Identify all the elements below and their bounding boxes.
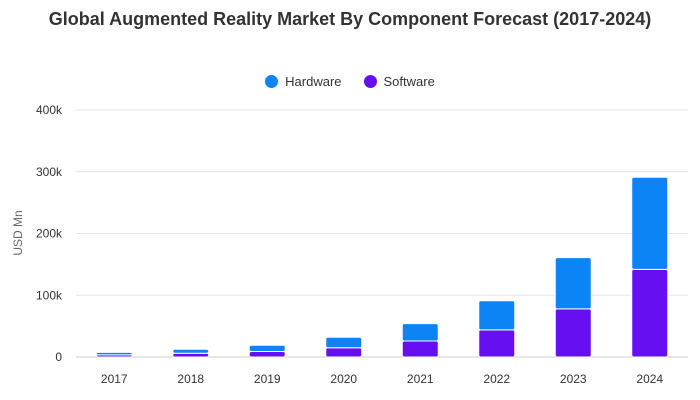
bar-software-2020[interactable] [325,347,363,358]
x-tick-label: 2020 [330,372,357,386]
bar-hardware-2017[interactable] [95,351,133,356]
bar-hardware-2018[interactable] [172,348,210,354]
gridlines [76,109,688,358]
bar-hardware-2021[interactable] [401,323,439,342]
x-tick-label: 2017 [101,372,128,386]
bar-software-2019[interactable] [248,350,286,358]
x-tick-label: 2023 [560,372,587,386]
bar-hardware-2019[interactable] [248,344,286,352]
bar-software-2023[interactable] [554,308,592,358]
x-axis: 2017 2018 2019 2020 2021 2022 2023 2024 [101,372,664,386]
x-tick-label: 2022 [483,372,510,386]
y-tick-label: 0 [55,350,62,364]
bar-hardware-2023[interactable] [554,257,592,310]
bars [95,176,669,358]
chart-title: Global Augmented Reality Market By Compo… [48,9,652,29]
bar-hardware-2024[interactable] [631,176,669,270]
x-tick-label: 2018 [177,372,204,386]
y-tick-label: 100k [36,288,63,302]
bar-software-2022[interactable] [478,329,516,358]
legend-swatch-hardware [265,75,279,88]
legend-swatch-software [363,75,377,88]
y-tick-label: 400k [36,103,63,117]
bar-software-2021[interactable] [401,340,439,358]
bar-hardware-2022[interactable] [478,300,516,331]
x-tick-label: 2021 [407,372,434,386]
bar-software-2018[interactable] [172,352,210,358]
legend: Hardware Software [0,74,700,89]
bar-software-2024[interactable] [631,268,669,358]
bar-hardware-2020[interactable] [325,336,363,349]
y-tick-label: 300k [36,165,63,179]
x-tick-label: 2024 [636,372,663,386]
y-axis-title: USD Mn [11,210,25,255]
legend-label-software: Software [383,74,435,89]
legend-label-hardware: Hardware [285,74,342,89]
legend-item-software[interactable]: Software [363,74,435,89]
y-tick-label: 200k [36,227,63,241]
y-axis: 0 100k 200k 300k 400k [36,103,63,364]
x-tick-label: 2019 [254,372,281,386]
legend-item-hardware[interactable]: Hardware [265,74,342,89]
